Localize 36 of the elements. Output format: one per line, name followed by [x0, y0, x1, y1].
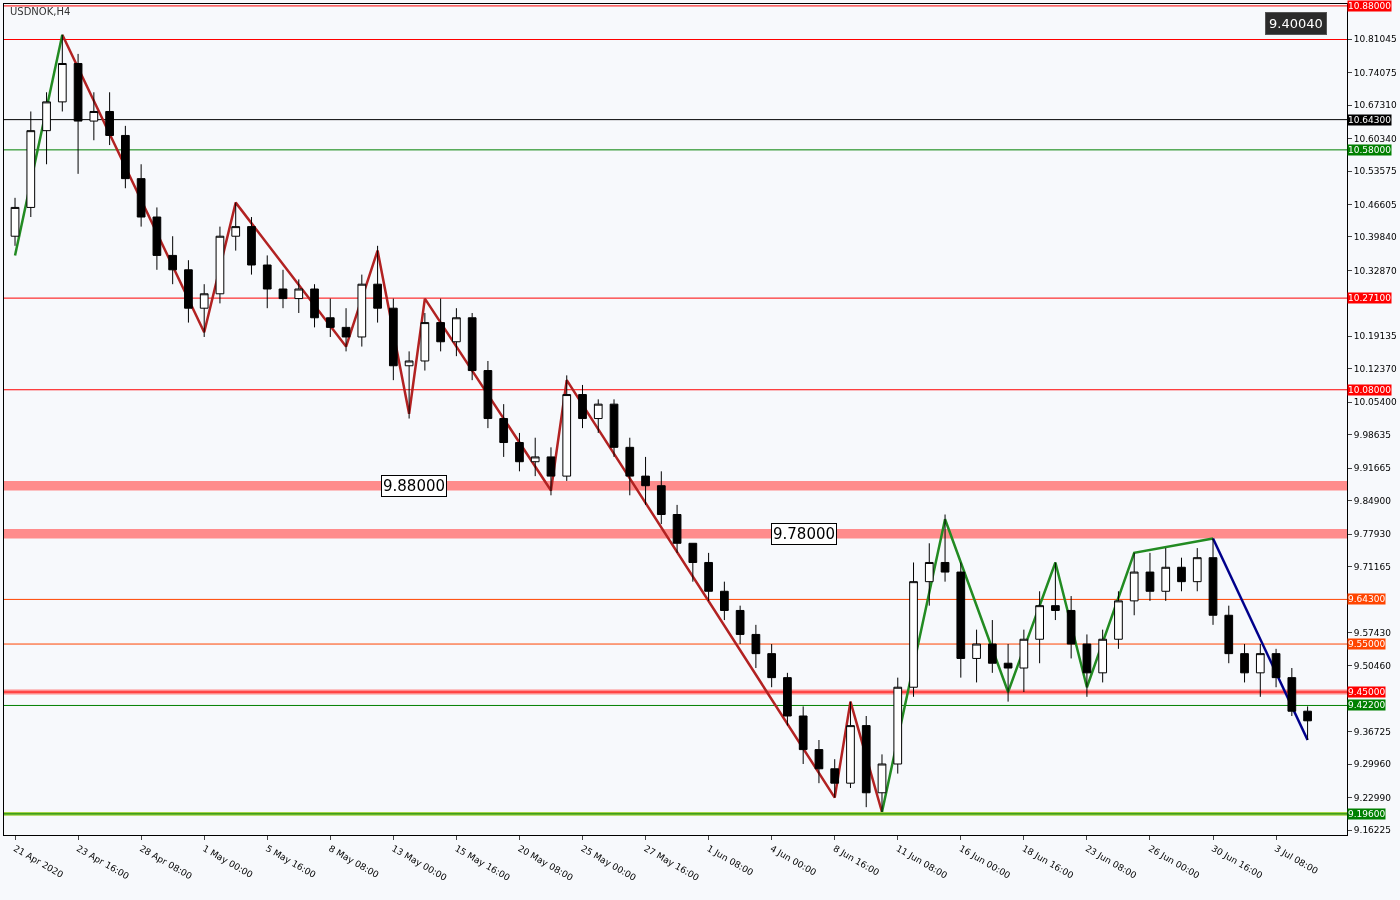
y-tick-label: 10.12370 — [1353, 363, 1398, 374]
ref-line-label: 9.45000 — [1348, 687, 1386, 697]
y-tick-label: 10.67310 — [1353, 100, 1398, 111]
y-tick-label: 10.39840 — [1353, 232, 1398, 243]
y-tick-label: 9.29960 — [1353, 759, 1392, 770]
ref-line-label: 10.08000 — [1348, 385, 1392, 395]
chart-title: USDNOK,H4 — [10, 6, 71, 17]
ref-line-label: 10.27100 — [1348, 293, 1392, 303]
ref-line-label: 9.42200 — [1348, 700, 1386, 710]
y-tick-label: 10.53575 — [1353, 166, 1397, 177]
y-tick-label: 9.91665 — [1353, 463, 1392, 474]
y-tick-label: 10.32870 — [1353, 265, 1398, 276]
ref-line-label: 10.58000 — [1348, 145, 1392, 155]
y-tick-label: 10.81045 — [1353, 34, 1397, 45]
y-tick-label: 10.74075 — [1353, 67, 1397, 78]
y-tick-label: 10.05400 — [1353, 397, 1398, 408]
y-tick-label: 9.50460 — [1353, 660, 1392, 671]
ref-line-label: 9.55000 — [1348, 639, 1386, 649]
y-tick-label: 9.36725 — [1353, 726, 1392, 737]
ref-line-label: 10.88000 — [1348, 1, 1392, 11]
band-label: 9.78000 — [773, 525, 836, 543]
y-tick-label: 10.60340 — [1353, 133, 1398, 144]
y-tick-label: 9.98635 — [1353, 429, 1392, 440]
y-tick-label: 9.84900 — [1353, 495, 1392, 506]
y-tick-label: 10.19135 — [1353, 331, 1397, 342]
y-tick-label: 9.22990 — [1353, 792, 1392, 803]
y-tick-label: 10.46605 — [1353, 199, 1397, 210]
y-tick-label: 9.77930 — [1353, 529, 1392, 540]
y-tick-label: 9.57430 — [1353, 627, 1392, 638]
y-tick-label: 9.16225 — [1353, 825, 1392, 836]
ref-line-label: 9.64300 — [1348, 594, 1386, 604]
y-tick-label: 9.71165 — [1353, 561, 1392, 572]
ref-line-label: 9.19600 — [1348, 809, 1386, 819]
band-label: 9.88000 — [383, 477, 446, 495]
ref-line-label: 10.64300 — [1348, 115, 1392, 125]
annotation: 9.40040 — [1269, 16, 1323, 31]
